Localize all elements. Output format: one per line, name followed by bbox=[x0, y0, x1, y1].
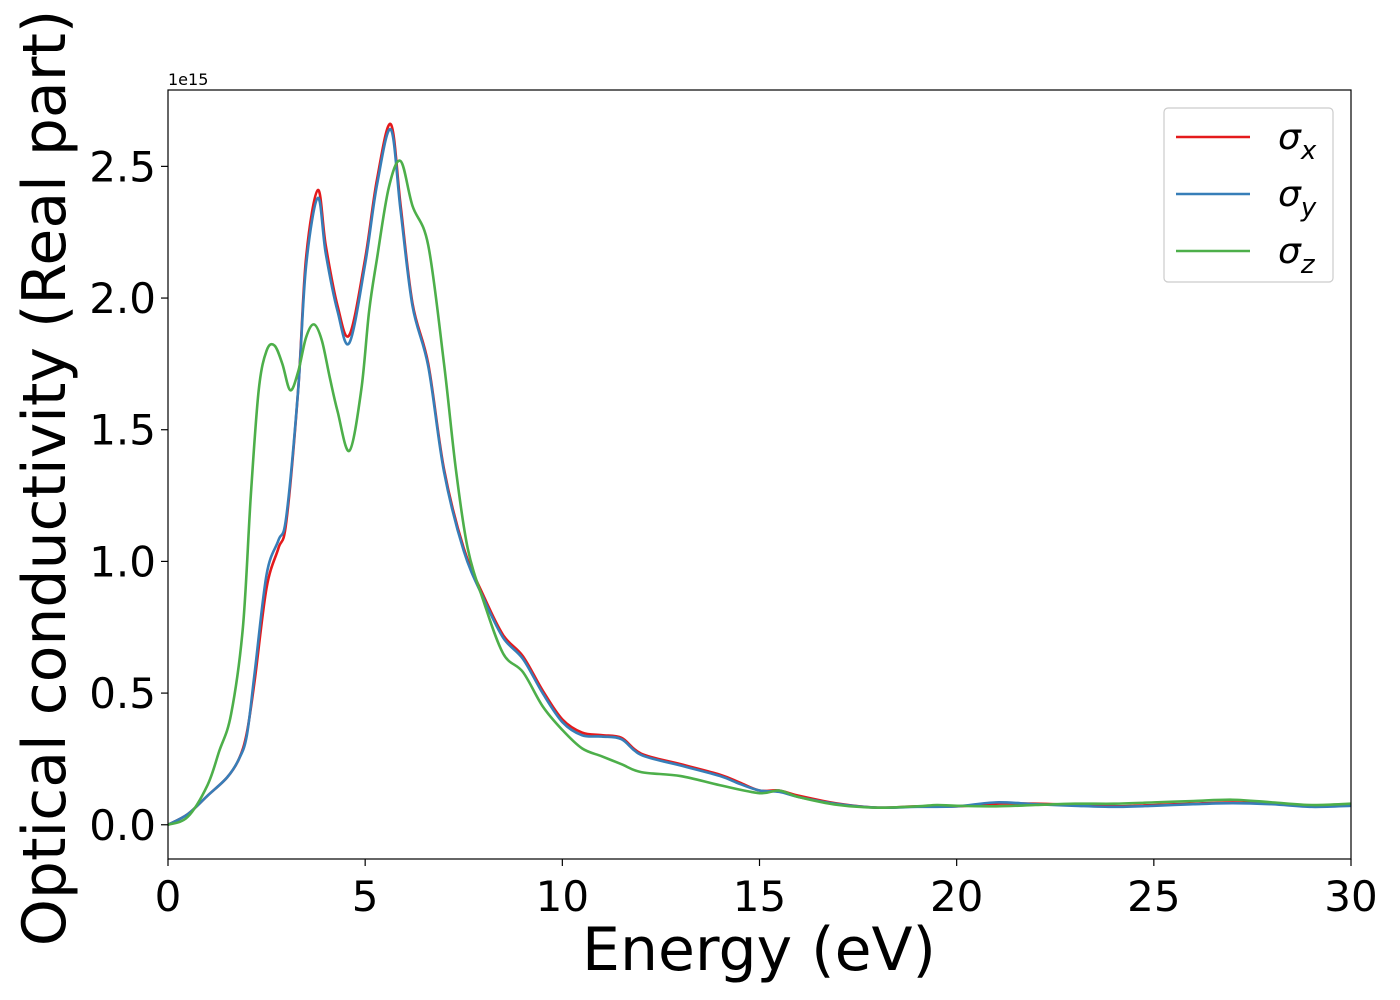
x-tick-label: 0 bbox=[155, 872, 182, 921]
y-axis-label: Optical conductivity (Real part) bbox=[10, 10, 80, 947]
x-tick-label: 30 bbox=[1324, 872, 1377, 921]
legend-label: σy bbox=[1278, 174, 1317, 223]
legend-label: σz bbox=[1278, 231, 1316, 280]
y-offset-label: 1e15 bbox=[168, 70, 208, 89]
y-tick-label: 0.5 bbox=[89, 669, 156, 718]
y-tick-label: 1.0 bbox=[89, 537, 156, 586]
legend: σx σy σz bbox=[1163, 107, 1334, 283]
legend-label: σx bbox=[1278, 117, 1317, 166]
y-tick-label: 2.0 bbox=[89, 274, 156, 323]
x-tick-label: 5 bbox=[352, 872, 379, 921]
y-tick-label: 2.5 bbox=[89, 142, 156, 191]
series-layer bbox=[168, 122, 1351, 827]
x-axis-label: Energy (eV) bbox=[582, 915, 936, 985]
y-axis: 0.0 0.5 1.0 1.5 2.0 2.5 bbox=[89, 142, 168, 850]
x-tick-label: 25 bbox=[1127, 872, 1180, 921]
x-axis: 0 5 10 15 20 25 30 bbox=[155, 859, 1378, 921]
x-tick-label: 10 bbox=[536, 872, 589, 921]
series-line-z bbox=[168, 159, 1351, 827]
x-tick-label: 15 bbox=[733, 872, 786, 921]
y-tick-label: 0.0 bbox=[89, 801, 156, 850]
y-tick-label: 1.5 bbox=[89, 406, 156, 455]
series-line-y bbox=[168, 128, 1351, 826]
x-tick-label: 20 bbox=[930, 872, 983, 921]
